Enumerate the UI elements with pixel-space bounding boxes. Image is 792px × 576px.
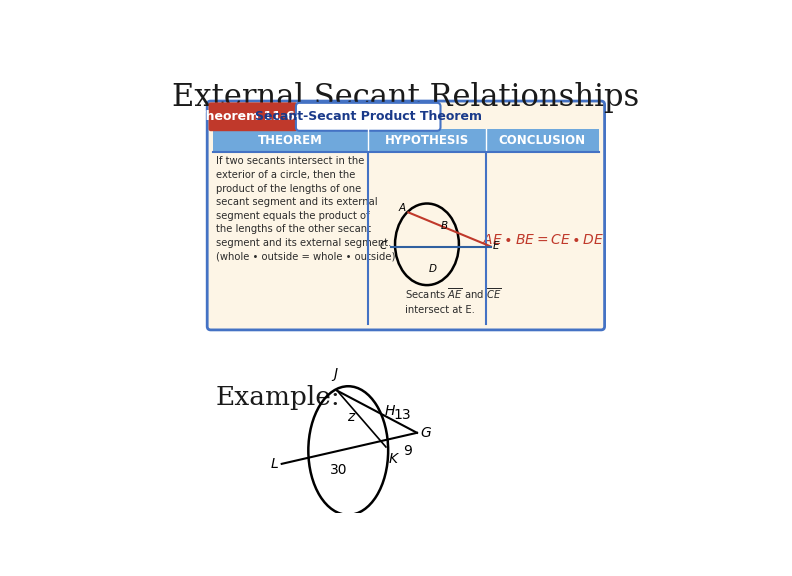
Text: B: B (440, 221, 447, 230)
FancyBboxPatch shape (208, 101, 604, 330)
FancyBboxPatch shape (296, 103, 440, 131)
Text: HYPOTHESIS: HYPOTHESIS (385, 134, 469, 147)
Text: z: z (347, 410, 354, 423)
Text: L: L (270, 457, 278, 471)
Text: $\mathit{AE}\bullet \mathit{BE} = \mathit{CE}\bullet \mathit{DE}$: $\mathit{AE}\bullet \mathit{BE} = \mathi… (482, 233, 604, 247)
Text: Secants $\overline{AE}$ and $\overline{CE}$
intersect at E.: Secants $\overline{AE}$ and $\overline{C… (405, 286, 501, 315)
Text: THEOREM: THEOREM (258, 134, 323, 147)
Text: Secant-Secant Product Theorem: Secant-Secant Product Theorem (255, 110, 482, 123)
Text: 30: 30 (329, 464, 347, 478)
Text: 13: 13 (394, 408, 411, 422)
Text: H: H (385, 404, 395, 418)
Text: CONCLUSION: CONCLUSION (499, 134, 586, 147)
Text: E: E (493, 241, 500, 251)
Text: Example:: Example: (215, 385, 340, 410)
Text: 9: 9 (403, 444, 412, 458)
Text: Theorem 11-6-2: Theorem 11-6-2 (197, 110, 309, 123)
Text: K: K (388, 452, 398, 467)
Text: A: A (399, 203, 406, 213)
Text: G: G (421, 426, 432, 440)
Text: J: J (333, 367, 337, 381)
FancyBboxPatch shape (208, 103, 297, 131)
Text: External Secant Relationships: External Secant Relationships (173, 82, 639, 113)
Text: D: D (428, 264, 436, 274)
Text: C: C (380, 241, 387, 251)
Text: If two secants intersect in the
exterior of a circle, then the
product of the le: If two secants intersect in the exterior… (216, 157, 395, 262)
Bar (213, 129, 599, 152)
